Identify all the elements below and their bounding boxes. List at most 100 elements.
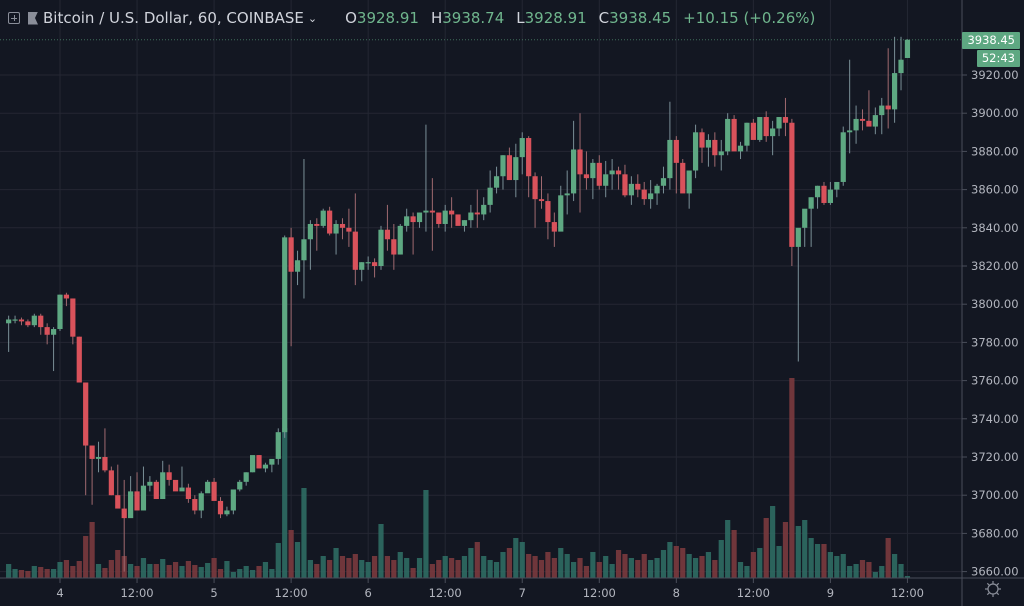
candle-body[interactable] — [571, 149, 577, 194]
candle-body[interactable] — [635, 183, 641, 190]
candle-body[interactable] — [31, 315, 37, 326]
candle-body[interactable] — [63, 294, 70, 299]
candle-body[interactable] — [449, 210, 455, 215]
candle-body[interactable] — [840, 132, 846, 182]
candle-body[interactable] — [859, 118, 866, 121]
candle-body[interactable] — [128, 491, 134, 519]
candle-body[interactable] — [346, 227, 352, 232]
candle-body[interactable] — [834, 181, 840, 190]
candle-body[interactable] — [795, 227, 801, 247]
candle-body[interactable] — [590, 162, 596, 179]
candle-body[interactable] — [789, 122, 795, 247]
candle-body[interactable] — [339, 223, 346, 228]
candle-body[interactable] — [314, 223, 320, 226]
candle-body[interactable] — [205, 481, 211, 494]
candle-body[interactable] — [577, 149, 583, 175]
candle-body[interactable] — [455, 214, 461, 226]
candle-body[interactable] — [378, 229, 384, 266]
candle-body[interactable] — [140, 485, 147, 511]
candle-body[interactable] — [429, 210, 435, 213]
candle-body[interactable] — [583, 174, 590, 179]
candle-body[interactable] — [384, 229, 391, 240]
candle-body[interactable] — [365, 262, 371, 264]
candle-body[interactable] — [243, 472, 249, 482]
candle-body[interactable] — [371, 262, 378, 266]
candle-body[interactable] — [250, 455, 256, 473]
candle-body[interactable] — [436, 212, 442, 224]
candle-body[interactable] — [474, 212, 480, 215]
candle-body[interactable] — [827, 189, 833, 203]
candle-body[interactable] — [262, 464, 269, 469]
candle-body[interactable] — [808, 197, 814, 209]
candle-body[interactable] — [513, 157, 519, 181]
candle-body[interactable] — [782, 117, 789, 123]
candle-body[interactable] — [699, 132, 705, 148]
candle-body[interactable] — [737, 145, 744, 152]
candle-body[interactable] — [551, 222, 557, 232]
candle-body[interactable] — [705, 139, 712, 148]
candle-body[interactable] — [185, 487, 191, 500]
candle-body[interactable] — [564, 193, 570, 196]
candle-body[interactable] — [667, 139, 673, 179]
candle-body[interactable] — [545, 201, 551, 223]
candle-body[interactable] — [603, 174, 609, 186]
candle-body[interactable] — [391, 239, 397, 255]
candle-body[interactable] — [108, 470, 114, 496]
candle-body[interactable] — [83, 382, 89, 446]
candle-body[interactable] — [506, 155, 512, 181]
candle-body[interactable] — [50, 329, 57, 335]
candle-body[interactable] — [57, 294, 63, 330]
candle-body[interactable] — [416, 212, 423, 223]
candle-body[interactable] — [847, 130, 853, 133]
candle-body[interactable] — [879, 105, 885, 116]
candle-body[interactable] — [757, 117, 763, 140]
candle-body[interactable] — [654, 185, 660, 194]
candle-body[interactable] — [294, 260, 301, 272]
candle-body[interactable] — [404, 216, 410, 226]
candle-body[interactable] — [898, 59, 904, 74]
candle-body[interactable] — [333, 223, 339, 234]
candle-body[interactable] — [224, 510, 230, 515]
candle-body[interactable] — [115, 495, 121, 509]
candle-body[interactable] — [237, 481, 243, 490]
candle-body[interactable] — [558, 195, 564, 232]
candle-body[interactable] — [198, 493, 204, 511]
candle-body[interactable] — [359, 262, 365, 270]
candle-body[interactable] — [872, 115, 878, 127]
candle-body[interactable] — [866, 120, 872, 127]
candle-body[interactable] — [519, 138, 525, 158]
candle-body[interactable] — [628, 183, 634, 196]
candle-body[interactable] — [211, 481, 217, 501]
candle-body[interactable] — [269, 458, 275, 465]
candle-body[interactable] — [712, 139, 718, 156]
candle-body[interactable] — [256, 455, 262, 469]
candle-body[interactable] — [282, 237, 288, 433]
candle-body[interactable] — [622, 174, 628, 196]
candle-body[interactable] — [275, 432, 281, 459]
candle-body[interactable] — [692, 132, 699, 171]
candle-body[interactable] — [526, 138, 532, 177]
candle-body[interactable] — [493, 176, 500, 188]
candle-body[interactable] — [731, 118, 737, 152]
candle-body[interactable] — [76, 336, 82, 383]
candle-body[interactable] — [615, 170, 622, 175]
candle-body[interactable] — [38, 315, 44, 328]
chevron-down-icon[interactable]: ⌄ — [307, 11, 318, 25]
candle-body[interactable] — [320, 210, 326, 226]
candle-body[interactable] — [680, 162, 686, 194]
candle-body[interactable] — [410, 216, 416, 223]
candle-body[interactable] — [307, 223, 313, 240]
candle-body[interactable] — [134, 491, 140, 511]
candle-body[interactable] — [802, 208, 808, 228]
candle-body[interactable] — [487, 187, 493, 205]
candle-body[interactable] — [442, 210, 448, 224]
candle-body[interactable] — [12, 319, 18, 321]
candle-body[interactable] — [172, 479, 179, 492]
candle-body[interactable] — [763, 117, 769, 137]
candle-body[interactable] — [89, 445, 95, 459]
candle-body[interactable] — [641, 189, 647, 200]
gear-icon[interactable] — [984, 580, 1002, 598]
candle-body[interactable] — [725, 118, 731, 152]
candle-body[interactable] — [230, 489, 236, 511]
